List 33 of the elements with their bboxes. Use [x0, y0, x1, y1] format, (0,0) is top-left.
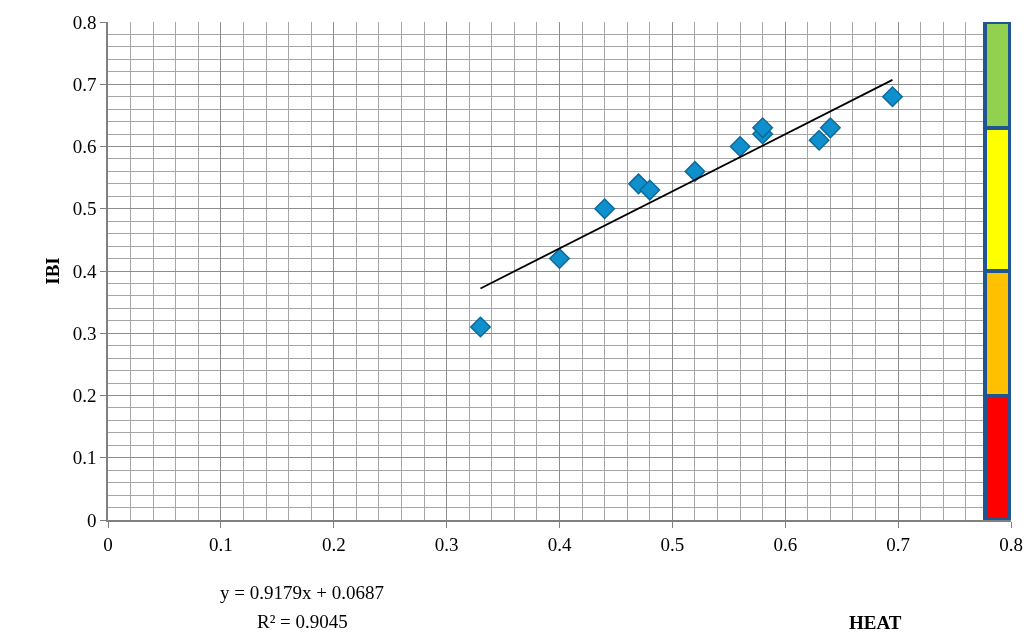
y-tick-label: 0.6 — [72, 136, 97, 158]
y-tick-label: 0.7 — [72, 73, 97, 95]
point — [684, 160, 706, 182]
y-tick-label: 0.8 — [72, 11, 97, 33]
x-axis-title: HEAT — [849, 612, 902, 633]
point — [729, 136, 751, 157]
point — [639, 179, 661, 201]
y-tick-label: 0.4 — [72, 260, 97, 282]
x-tick-label: 0.8 — [999, 533, 1023, 555]
point — [549, 248, 570, 270]
x-tick-label: 0.5 — [660, 533, 685, 555]
point — [819, 117, 841, 139]
point — [808, 129, 830, 151]
x-tick-label: 0.1 — [209, 533, 233, 555]
x-tick-label: 0 — [103, 533, 113, 555]
x-tick-label: 0.4 — [547, 533, 572, 555]
y-tick-label: 0.5 — [72, 198, 97, 220]
point — [594, 198, 616, 220]
y-axis-title: IBI — [42, 257, 64, 285]
point — [881, 86, 903, 108]
x-tick-label: 0.7 — [886, 533, 911, 555]
x-tick-label: 0.6 — [773, 533, 798, 555]
y-tick-label: 0 — [86, 509, 97, 531]
x-tick-label: 0.3 — [434, 533, 459, 555]
text: R² = 0.9045 — [257, 611, 348, 632]
y-tick-label: 0.3 — [72, 322, 97, 344]
x-tick-label: 0.2 — [321, 533, 346, 555]
point — [628, 173, 650, 195]
y-tick-label: 0.2 — [72, 385, 97, 407]
point — [752, 117, 774, 139]
point — [469, 316, 491, 338]
text: y = 0.9179x + 0.0687 — [220, 582, 384, 603]
y-tick-label: 0.1 — [72, 447, 97, 469]
